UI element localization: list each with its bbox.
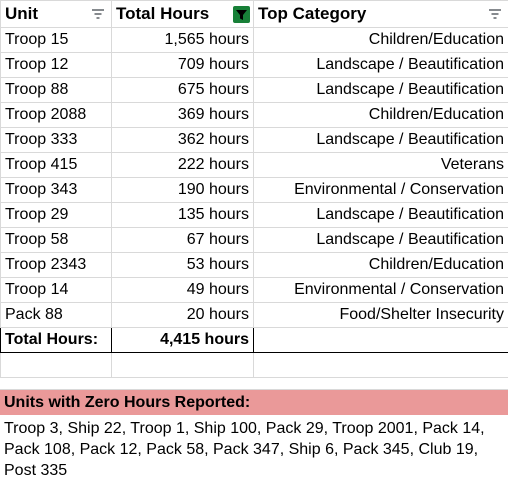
unit-cell[interactable]: Troop 12 (1, 53, 112, 78)
zero-hours-list[interactable]: Troop 3, Ship 22, Troop 1, Ship 100, Pac… (0, 415, 500, 484)
unit-cell[interactable]: Troop 88 (1, 78, 112, 103)
hours-cell[interactable]: 222 hours (112, 153, 254, 178)
category-cell[interactable]: Veterans (254, 153, 508, 178)
unit-cell[interactable]: Troop 2088 (1, 103, 112, 128)
category-cell[interactable]: Environmental / Conservation (254, 178, 508, 203)
zero-hours-title[interactable]: Units with Zero Hours Reported: (0, 389, 508, 415)
header-top-category-label: Top Category (258, 4, 366, 24)
header-unit[interactable]: Unit (1, 1, 112, 28)
hours-cell[interactable]: 53 hours (112, 253, 254, 278)
header-row: Unit Total Hours Top Category (1, 1, 508, 28)
hours-cell[interactable]: 369 hours (112, 103, 254, 128)
total-value[interactable]: 4,415 hours (112, 328, 254, 353)
category-cell[interactable]: Landscape / Beautification (254, 128, 508, 153)
hours-cell[interactable]: 135 hours (112, 203, 254, 228)
total-empty-cell[interactable] (254, 328, 508, 353)
unit-cell[interactable]: Troop 415 (1, 153, 112, 178)
unit-cell[interactable]: Pack 88 (1, 303, 112, 328)
empty-cell[interactable] (1, 353, 112, 378)
header-unit-label: Unit (5, 4, 38, 24)
category-cell[interactable]: Children/Education (254, 103, 508, 128)
hours-cell[interactable]: 675 hours (112, 78, 254, 103)
header-total-hours[interactable]: Total Hours (112, 1, 254, 28)
unit-cell[interactable]: Troop 343 (1, 178, 112, 203)
unit-cell[interactable]: Troop 58 (1, 228, 112, 253)
empty-cell[interactable] (254, 353, 508, 378)
header-top-category[interactable]: Top Category (254, 1, 508, 28)
total-label[interactable]: Total Hours: (1, 328, 112, 353)
unit-cell[interactable]: Troop 29 (1, 203, 112, 228)
category-cell[interactable]: Environmental / Conservation (254, 278, 508, 303)
category-cell[interactable]: Landscape / Beautification (254, 228, 508, 253)
category-cell[interactable]: Landscape / Beautification (254, 203, 508, 228)
unit-cell[interactable]: Troop 14 (1, 278, 112, 303)
category-cell[interactable]: Landscape / Beautification (254, 53, 508, 78)
hours-cell[interactable]: 49 hours (112, 278, 254, 303)
category-cell[interactable]: Landscape / Beautification (254, 78, 508, 103)
hours-table: Unit Total Hours Top Category (0, 0, 508, 378)
filter-active-icon[interactable] (233, 6, 250, 23)
unit-cell[interactable]: Troop 2343 (1, 253, 112, 278)
hours-cell[interactable]: 20 hours (112, 303, 254, 328)
empty-cell[interactable] (112, 353, 254, 378)
category-cell[interactable]: Food/Shelter Insecurity (254, 303, 508, 328)
filter-icon[interactable] (488, 7, 502, 21)
category-cell[interactable]: Children/Education (254, 28, 508, 53)
zero-hours-section: Units with Zero Hours Reported: Troop 3,… (0, 389, 508, 484)
hours-cell[interactable]: 709 hours (112, 53, 254, 78)
total-row: Total Hours: 4,415 hours (1, 328, 508, 353)
blank-row (1, 353, 508, 378)
header-total-hours-label: Total Hours (116, 4, 209, 24)
category-cell[interactable]: Children/Education (254, 253, 508, 278)
unit-cell[interactable]: Troop 333 (1, 128, 112, 153)
hours-cell[interactable]: 190 hours (112, 178, 254, 203)
unit-cell[interactable]: Troop 15 (1, 28, 112, 53)
filter-icon[interactable] (91, 7, 105, 21)
hours-cell[interactable]: 1,565 hours (112, 28, 254, 53)
hours-cell[interactable]: 362 hours (112, 128, 254, 153)
hours-cell[interactable]: 67 hours (112, 228, 254, 253)
